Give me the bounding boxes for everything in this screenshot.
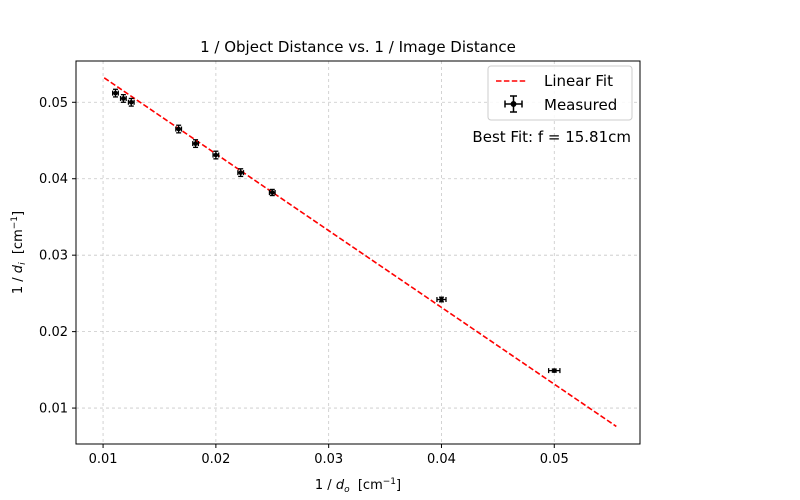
grid — [76, 61, 640, 444]
x-axis-label-prefix: 1 / — [315, 478, 336, 493]
x-axis-label-var: d — [336, 478, 345, 493]
x-tick-label: 0.02 — [201, 452, 230, 467]
y-axis-label-prefix: 1 / — [11, 273, 26, 294]
y-tick-label: 0.03 — [39, 249, 68, 264]
point-marker — [121, 96, 126, 101]
y-axis-label-sub: i — [18, 262, 28, 265]
linear-fit-line — [103, 77, 617, 428]
x-axis-label: 1 / do [cm−1] — [315, 477, 401, 495]
y-tick-label: 0.01 — [39, 402, 68, 417]
y-axis-label: 1 / di [cm−1] — [10, 211, 28, 294]
data-point — [175, 124, 183, 134]
chart-title: 1 / Object Distance vs. 1 / Image Distan… — [200, 38, 516, 56]
data-point — [212, 150, 220, 160]
point-marker — [238, 170, 243, 175]
point-marker — [176, 126, 181, 132]
y-tick-label: 0.02 — [39, 325, 68, 340]
data-point — [268, 188, 276, 197]
plot-frame — [75, 60, 641, 445]
y-axis-label-unit-sup: −1 — [10, 216, 20, 229]
y-axis-label-unit: [cm — [11, 229, 26, 262]
x-tick-label: 0.01 — [89, 452, 118, 467]
fit-line-layer — [103, 77, 617, 428]
legend-label-linear-fit: Linear Fit — [544, 72, 613, 90]
axis-ticks: 0.01 0.02 0.03 0.04 0.05 0.01 0.02 0.03 0.04 0.05 — [39, 96, 569, 467]
data-point — [192, 139, 200, 149]
point-marker — [551, 368, 557, 373]
best-fit-annotation: Best Fit: f = 15.81cm — [472, 128, 631, 146]
x-tick-label: 0.04 — [427, 452, 456, 467]
point-marker — [113, 90, 118, 96]
data-point — [237, 168, 245, 178]
data-points-layer — [112, 88, 561, 374]
y-axis-label-var: d — [11, 264, 26, 273]
point-marker — [193, 141, 198, 146]
x-axis-label-unit-sup: −1 — [383, 477, 396, 487]
x-tick-label: 0.05 — [540, 452, 569, 467]
x-axis-label-unit: [cm — [350, 478, 383, 493]
data-point — [547, 368, 561, 374]
legend-box — [487, 65, 633, 121]
point-marker — [128, 99, 134, 105]
legend-label-measured: Measured — [544, 96, 617, 114]
data-point — [436, 296, 447, 303]
data-point — [119, 93, 127, 103]
data-point — [127, 97, 135, 107]
y-tick-label: 0.05 — [39, 96, 68, 111]
y-axis-label-unit-close: ] — [11, 211, 26, 216]
x-axis-label-unit-close: ] — [396, 478, 401, 493]
point-marker — [213, 152, 219, 158]
y-tick-label: 0.04 — [39, 172, 68, 187]
legend-measured-swatch — [504, 95, 523, 113]
legend: Linear Fit Measured — [487, 65, 633, 121]
point-marker — [439, 297, 444, 302]
data-point — [112, 88, 119, 98]
x-axis-label-sub: o — [344, 485, 350, 495]
point-marker — [269, 190, 275, 195]
x-tick-label: 0.03 — [314, 452, 343, 467]
